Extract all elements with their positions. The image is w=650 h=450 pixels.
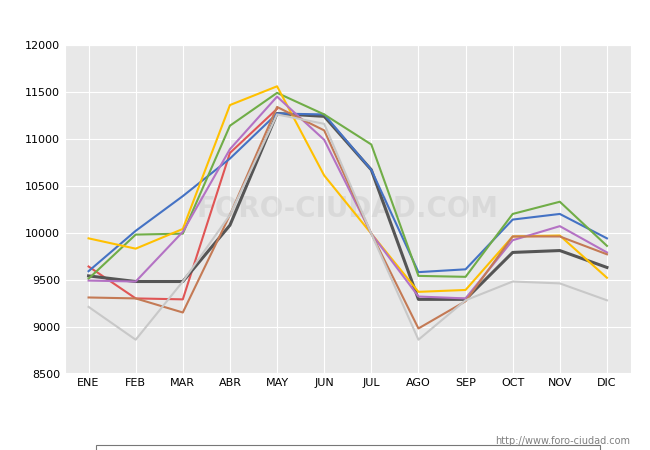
Text: Afiliados en Cieza a 31/5/2024: Afiliados en Cieza a 31/5/2024: [188, 9, 462, 27]
Text: FORO-CIUDAD.COM: FORO-CIUDAD.COM: [197, 195, 499, 223]
Text: http://www.foro-ciudad.com: http://www.foro-ciudad.com: [495, 436, 630, 446]
Legend: 2024, 2023, 2022, 2021, 2020, 2019, 2018, 2017: 2024, 2023, 2022, 2021, 2020, 2019, 2018…: [96, 446, 600, 450]
